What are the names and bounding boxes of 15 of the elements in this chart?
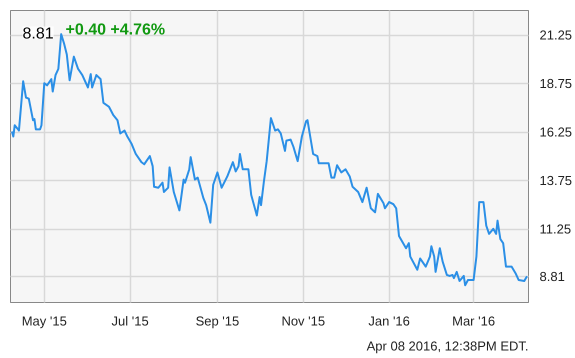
text: 8.81: [22, 26, 54, 42]
x-tick-label: Jan '16: [368, 314, 410, 328]
y-tick-label: 11.25: [540, 222, 572, 237]
x-tick-label: Jul '15: [112, 314, 149, 328]
text: Apr 08 2016, 12:38PM EDT.: [366, 338, 529, 354]
y-tick-label: 18.75: [540, 76, 572, 92]
x-tick-label: Mar '16: [452, 314, 496, 328]
x-tick-label: Sep '15: [196, 314, 240, 328]
x-tick-label: May '15: [22, 314, 67, 328]
x-tick-label: Nov '15: [281, 314, 326, 328]
y-tick-label: 13.75: [540, 173, 572, 188]
y-tick-label: 21.25: [540, 28, 572, 43]
text: +0.40 +4.76%: [66, 22, 166, 38]
y-tick-label: 16.25: [540, 124, 572, 140]
y-tick-label: 8.81: [540, 268, 565, 284]
